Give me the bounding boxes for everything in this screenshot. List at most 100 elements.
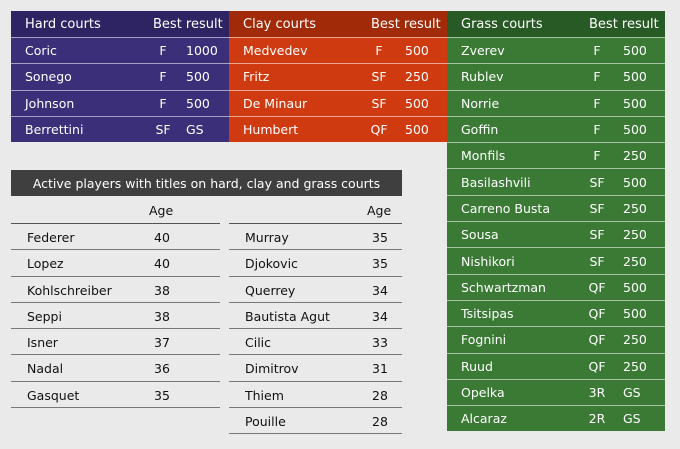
player-age: 34 (372, 308, 388, 324)
tournament-points: GS (623, 385, 641, 400)
list-item: Kohlschreiber 38 (11, 277, 220, 303)
list-item: Bautista Agut 34 (229, 303, 402, 330)
player-age: 36 (154, 361, 170, 377)
best-result-round: 3R (588, 385, 606, 400)
tournament-points: 500 (623, 69, 647, 85)
active-players-title: Active players with titles on hard, clay… (32, 175, 381, 191)
player-name: Kohlschreiber (27, 282, 112, 298)
player-name: De Minaur (243, 95, 308, 111)
grass-best-result-label: Best result (589, 16, 659, 32)
best-result-round: SF (371, 69, 387, 85)
list-item: Federer 40 (11, 224, 220, 251)
hard-best-result-label: Best result (153, 16, 223, 32)
tournament-points: 500 (623, 174, 647, 190)
clay-best-result-label: Best result (371, 16, 441, 32)
active-players-right-column: Age Murray 35 Djokovic 35 Querrey 34 Bautista … (229, 197, 402, 435)
player-name: Bautista Agut (245, 308, 330, 324)
player-name: Cilic (245, 335, 272, 351)
player-name: Isner (27, 335, 58, 351)
player-age: 37 (154, 335, 170, 351)
player-name: Gasquet (27, 387, 80, 403)
player-name: Pouille (245, 414, 286, 430)
player-age: 40 (154, 230, 170, 245)
tournament-points: 500 (623, 43, 647, 59)
best-result-round: QF (588, 358, 606, 374)
player-name: Rublev (461, 69, 504, 85)
tournament-points: 250 (623, 148, 647, 164)
player-name: Goffin (461, 122, 499, 138)
table-row: Nishikori SF 250 (447, 247, 665, 273)
player-name: Ruud (461, 358, 493, 374)
table-row: Fritz SF 250 (229, 63, 447, 89)
player-name: Seppi (27, 308, 62, 324)
player-name: Humbert (243, 122, 299, 138)
list-item: Lopez 40 (11, 250, 220, 277)
player-name: Querrey (245, 282, 296, 298)
best-result-round: SF (589, 253, 605, 269)
tournament-points: 500 (623, 279, 647, 295)
table-row: Carreno Busta SF 250 (447, 194, 665, 221)
list-item: Pouille 28 (229, 408, 402, 435)
player-age: 38 (154, 308, 170, 324)
player-age: 31 (372, 361, 388, 377)
player-name: Schwartzman (461, 279, 546, 295)
table-row: Medvedev F 500 (229, 37, 447, 63)
table-row: Coric F 1000 (11, 37, 229, 63)
player-age: 28 (372, 387, 388, 403)
tournament-points: 500 (405, 122, 429, 138)
best-result-round: QF (588, 306, 606, 322)
tournament-points: 250 (623, 253, 647, 269)
active-players-left-column: Age Federer 40 Lopez 40 Kohlschreiber 38 Seppi… (11, 197, 220, 409)
hard-courts-title: Hard courts (25, 16, 101, 32)
best-result-round: F (159, 95, 167, 111)
player-name: Fritz (243, 69, 270, 85)
tournament-points: GS (623, 411, 641, 427)
best-result-round: F (159, 43, 167, 59)
tournament-points: 500 (623, 306, 647, 322)
list-item: Dimitrov 31 (229, 355, 402, 382)
tournament-points: 250 (623, 332, 647, 348)
clay-courts-panel: Clay courts Best result Medvedev F 500 Frit… (229, 11, 447, 143)
table-row: Opelka 3R GS (447, 378, 665, 405)
clay-courts-title: Clay courts (243, 16, 317, 32)
player-name: Sousa (461, 227, 499, 243)
table-row: Ruud QF 250 (447, 352, 665, 379)
player-name: Zverev (461, 43, 505, 59)
list-item: Cilic 33 (229, 329, 402, 356)
age-label-right: Age (367, 203, 392, 218)
table-row: Humbert QF 500 (229, 115, 447, 142)
hard-courts-panel: Hard courts Best result Coric F 1000 Sonego… (11, 11, 229, 143)
table-row: Basilashvili SF 500 (447, 168, 665, 194)
player-age: 35 (372, 256, 388, 272)
grass-courts-title: Grass courts (461, 16, 543, 32)
best-result-round: F (593, 69, 601, 85)
list-item: Gasquet 35 (11, 382, 220, 409)
list-item: Thiem 28 (229, 382, 402, 409)
player-name: Basilashvili (461, 174, 531, 190)
best-result-round: SF (589, 174, 605, 190)
player-name: Johnson (25, 95, 75, 111)
best-result-round: SF (589, 227, 605, 243)
list-item: Seppi 38 (11, 303, 220, 330)
table-row: Rublev F 500 (447, 63, 665, 89)
best-result-round: F (593, 43, 601, 59)
best-result-round: QF (588, 279, 606, 295)
player-name: Medvedev (243, 43, 308, 59)
player-name: Lopez (27, 256, 64, 272)
list-item: Isner 37 (11, 329, 220, 356)
active-players-banner: Active players with titles on hard, clay… (11, 170, 402, 196)
player-name: Opelka (461, 385, 505, 400)
table-row: Fognini QF 250 (447, 326, 665, 352)
player-age: 35 (154, 387, 170, 403)
tournament-points: 500 (623, 95, 647, 111)
player-name: Federer (27, 230, 75, 245)
best-result-round: QF (370, 122, 388, 138)
player-name: Thiem (245, 387, 284, 403)
age-header-right: Age (229, 197, 402, 224)
hard-courts-header: Hard courts Best result (11, 11, 229, 37)
table-row: Alcaraz 2R GS (447, 405, 665, 431)
best-result-round: F (593, 148, 601, 164)
tournament-points: 1000 (186, 43, 218, 59)
player-age: 40 (154, 256, 170, 272)
best-result-round: F (593, 122, 601, 138)
